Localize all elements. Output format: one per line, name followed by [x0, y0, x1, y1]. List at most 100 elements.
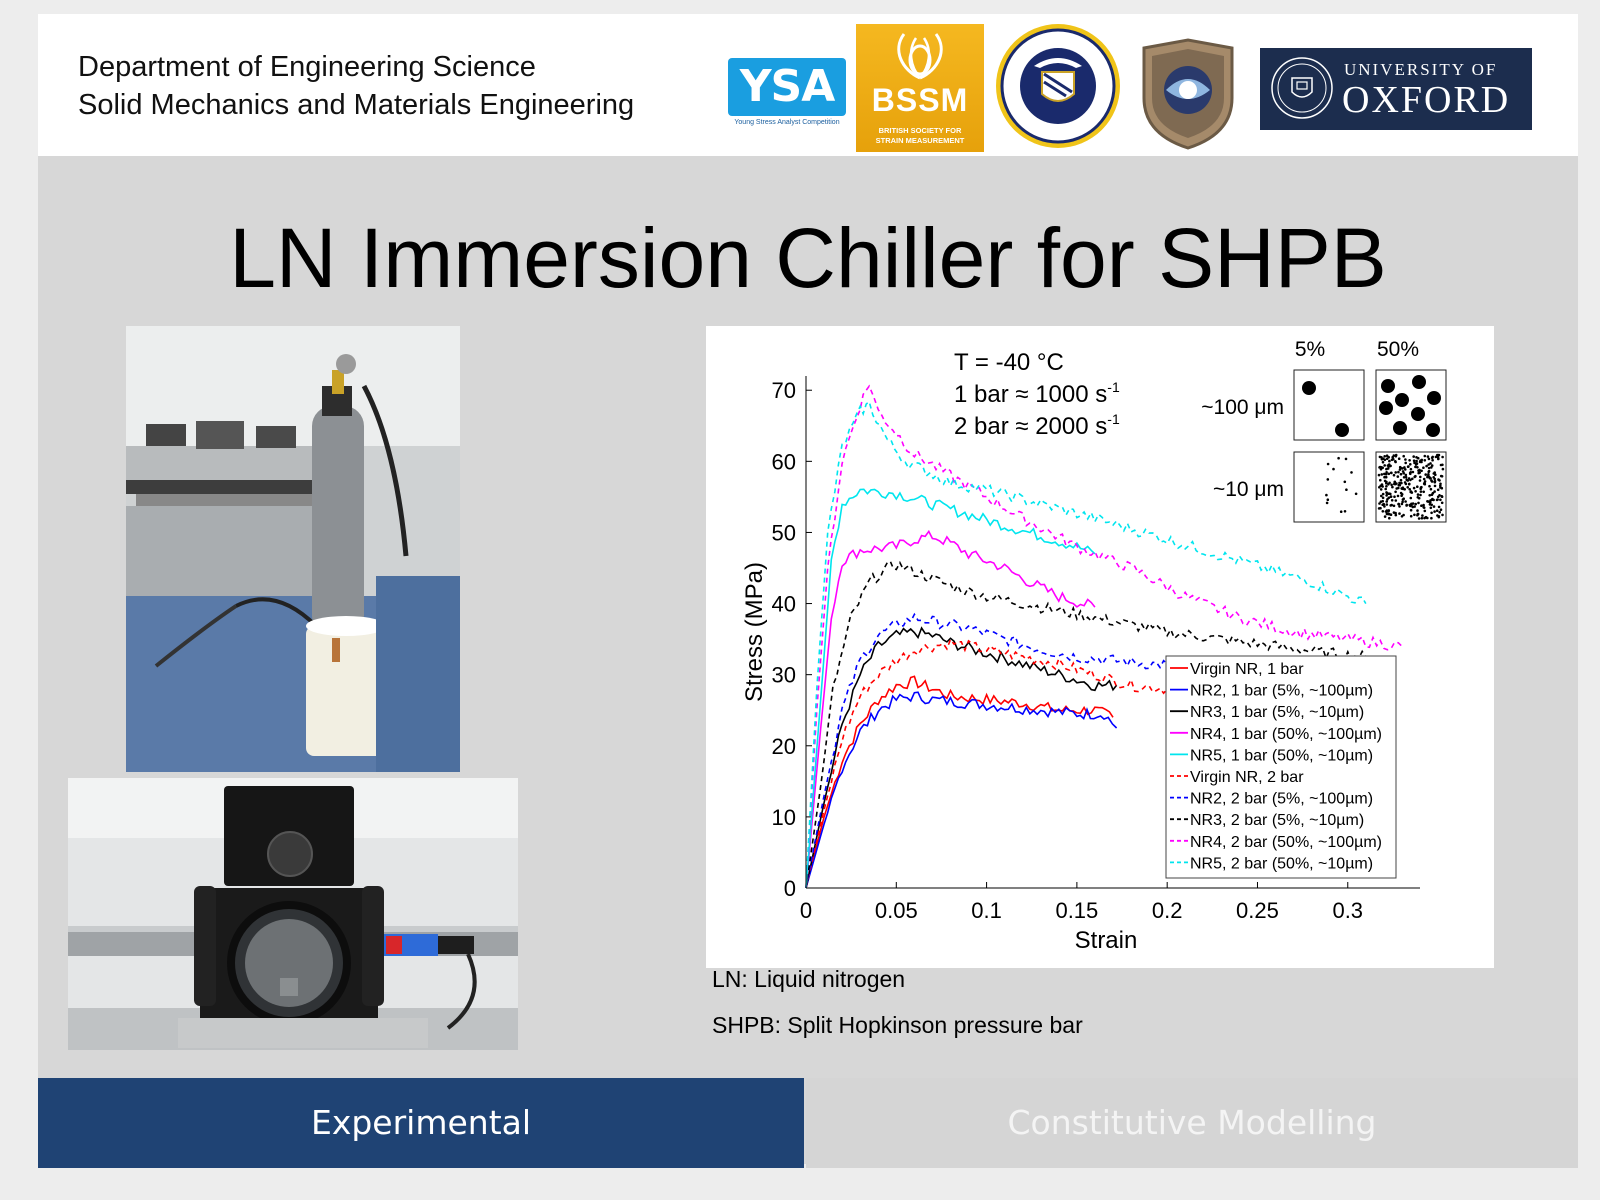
oxford-logo-line1: UNIVERSITY OF [1344, 60, 1498, 79]
inset-dot [1419, 475, 1422, 479]
stress-strain-chart: 0 0.05 0.1 0.15 0.2 0.25 0.3 0 10 20 30 40 50 60 70 St… [706, 326, 1494, 968]
inset-dot [1426, 516, 1429, 520]
inset-dot [1403, 466, 1406, 469]
inset-dot [1396, 494, 1400, 498]
inset-dot [1392, 511, 1396, 514]
inset-dot [1383, 515, 1387, 518]
inset-dot [1428, 494, 1431, 497]
inset-dot [1388, 464, 1391, 468]
bssm-logo: BSSM BRITISH SOCIETY FOR STRAIN MEASUREM… [856, 24, 984, 152]
inset-dot [1427, 466, 1431, 470]
tab-experimental[interactable]: Experimental [38, 1078, 804, 1168]
inset-dot [1402, 454, 1405, 458]
inset-dot [1417, 517, 1421, 520]
inset-dot [1389, 471, 1393, 475]
inset-dot [1386, 467, 1390, 470]
inset-dots-large-dense [1379, 375, 1441, 437]
inset-dot [1402, 513, 1405, 517]
inset-dot [1422, 466, 1425, 469]
x-tick-label: 0.15 [1055, 898, 1098, 923]
oxford-crest-icon [1271, 57, 1333, 119]
inset-dot [1430, 516, 1433, 520]
inset-dot [1437, 453, 1441, 457]
inset-dot [1438, 510, 1441, 514]
inset-dot [1354, 492, 1358, 496]
inset-dot [1344, 457, 1348, 461]
inset-dot [1416, 485, 1419, 488]
inset-dot [1421, 514, 1424, 517]
inset-dot [1412, 455, 1415, 458]
annotation-2bar: 2 bar ≈ 2000 s-1 [954, 411, 1120, 440]
y-tick-label: 10 [772, 805, 796, 830]
inset-dot [1404, 500, 1407, 503]
series-line [805, 400, 1367, 889]
inset-dot [1326, 498, 1330, 501]
inset-dot [1441, 455, 1444, 459]
inset-dot [1430, 511, 1433, 515]
inset-dot [1437, 456, 1440, 460]
inset-dot [1416, 509, 1419, 512]
inset-dot [1394, 513, 1398, 517]
series-layer [805, 384, 1403, 889]
inset-dot [1385, 485, 1388, 488]
series-line [805, 626, 1118, 889]
inset-dot [1387, 483, 1390, 486]
inset-dot [1435, 509, 1439, 512]
inset-dot [1380, 494, 1383, 498]
inset-dot [1403, 481, 1407, 484]
inset-dot [1436, 488, 1440, 492]
inset-dot [1383, 479, 1387, 483]
inset-dot [1438, 479, 1441, 482]
inset-dot [1391, 485, 1394, 489]
inset-dot [1416, 493, 1420, 496]
inset-dot [1432, 476, 1435, 479]
inset-dots-large-sparse [1302, 381, 1349, 437]
inset-dot [1381, 492, 1385, 496]
inset-dot [1343, 480, 1347, 484]
inset-dot [1433, 484, 1437, 488]
inset-box-5pct-10um [1293, 451, 1365, 523]
section-tabs: Experimental Constitutive Modelling [38, 1078, 1578, 1168]
inset-dot [1425, 464, 1428, 468]
inset-dot [1439, 508, 1443, 511]
inset-dot [1389, 495, 1393, 499]
inset-dot [1431, 458, 1434, 462]
legend-label: Virgin NR, 2 bar [1190, 769, 1304, 786]
inset-dot [1426, 455, 1430, 458]
x-tick-label: 0.05 [875, 898, 918, 923]
inset-dot [1441, 467, 1445, 471]
inset-dot [1383, 455, 1386, 458]
inset-dot [1394, 460, 1397, 463]
inset-dot [1414, 490, 1417, 493]
inset-dot [1407, 477, 1411, 480]
y-tick-label: 30 [772, 663, 796, 688]
inset-dot [1385, 494, 1388, 497]
inset-dot [1441, 513, 1444, 517]
inset-dot [1432, 472, 1436, 475]
inset-dot [1439, 474, 1443, 478]
afosr-seal-logo [994, 22, 1122, 150]
inset-dot [1383, 505, 1386, 508]
inset-dot [1400, 502, 1404, 506]
inset-dot [1416, 456, 1420, 460]
inset-dot [1326, 462, 1330, 466]
oxford-logo: UNIVERSITY OF OXFORD [1260, 48, 1532, 130]
inset-dot [1378, 455, 1382, 459]
inset-dot [1377, 507, 1381, 510]
annotation-1bar: 1 bar ≈ 1000 s-1 [954, 379, 1120, 408]
inset-dot [1439, 498, 1442, 502]
tab-constitutive-modelling[interactable]: Constitutive Modelling [806, 1078, 1578, 1168]
inset-dot [1325, 493, 1328, 497]
inset-dot [1430, 479, 1433, 482]
inset-dot [1416, 512, 1420, 516]
inset-dot [1434, 455, 1438, 459]
inset-dot [1383, 475, 1386, 479]
inset-dot [1339, 510, 1343, 513]
inset-dot [1392, 473, 1396, 477]
inset-dot [1418, 479, 1422, 482]
inset-dot [1414, 502, 1417, 506]
inset-dot [1409, 496, 1413, 500]
inset-dot [1422, 477, 1426, 481]
inset-dot [1390, 499, 1394, 502]
inset-dot [1407, 482, 1411, 486]
